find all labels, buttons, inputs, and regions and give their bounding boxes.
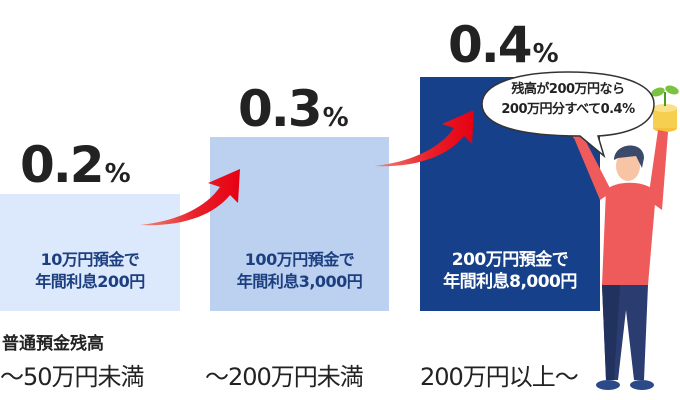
range-label-tier-2: ～200万円未満 [205, 363, 364, 391]
rate-value: 0.4 [448, 16, 533, 74]
tier-box-line1: 10万円預金で [40, 250, 140, 269]
tier-box-line2: 年間利息3,000円 [236, 272, 363, 291]
tier-box-line1: 200万円預金で [451, 250, 569, 270]
range-label-tier-3: 200万円以上～ [420, 363, 579, 391]
tier-box-line2: 年間利息200円 [35, 272, 145, 291]
rate-unit: % [322, 103, 349, 133]
rate-unit: % [532, 39, 559, 69]
rate-tier-3: 0.4% [448, 20, 559, 70]
tier-box-text: 100万円預金で 年間利息3,000円 [237, 249, 363, 293]
range-label-tier-1: ～50万円未満 [0, 363, 145, 391]
tier-box-text: 200万円預金で 年間利息8,000円 [443, 249, 577, 293]
tier-box-line1: 100万円預金で [244, 250, 355, 269]
rate-tier-1: 0.2% [20, 140, 131, 190]
tier-box-text: 10万円預金で 年間利息200円 [35, 249, 145, 293]
person-cheering-illustration [572, 85, 679, 390]
tier-box-line2: 年間利息8,000円 [443, 272, 577, 292]
up-arrow-icon [140, 169, 240, 226]
up-arrow-icon [374, 110, 474, 167]
rate-value: 0.2 [20, 136, 105, 194]
coins-sprout-icon [651, 85, 679, 132]
speech-bubble-line1: 残高が200万円なら [511, 82, 625, 97]
speech-bubble: 残高が200万円なら 200万円分すべて0.4% [480, 70, 656, 159]
tier-box-1: 10万円預金で 年間利息200円 [0, 194, 180, 311]
rate-unit: % [104, 159, 131, 189]
tier-box-2: 100万円預金で 年間利息3,000円 [210, 137, 389, 311]
speech-bubble-line2: 200万円分すべて0.4% [501, 102, 635, 117]
speech-bubble-text: 残高が200万円なら 200万円分すべて0.4% [480, 80, 656, 120]
rate-value: 0.3 [238, 80, 323, 138]
rate-tier-2: 0.3% [238, 84, 349, 134]
axis-heading: 普通預金残高 [2, 334, 104, 354]
